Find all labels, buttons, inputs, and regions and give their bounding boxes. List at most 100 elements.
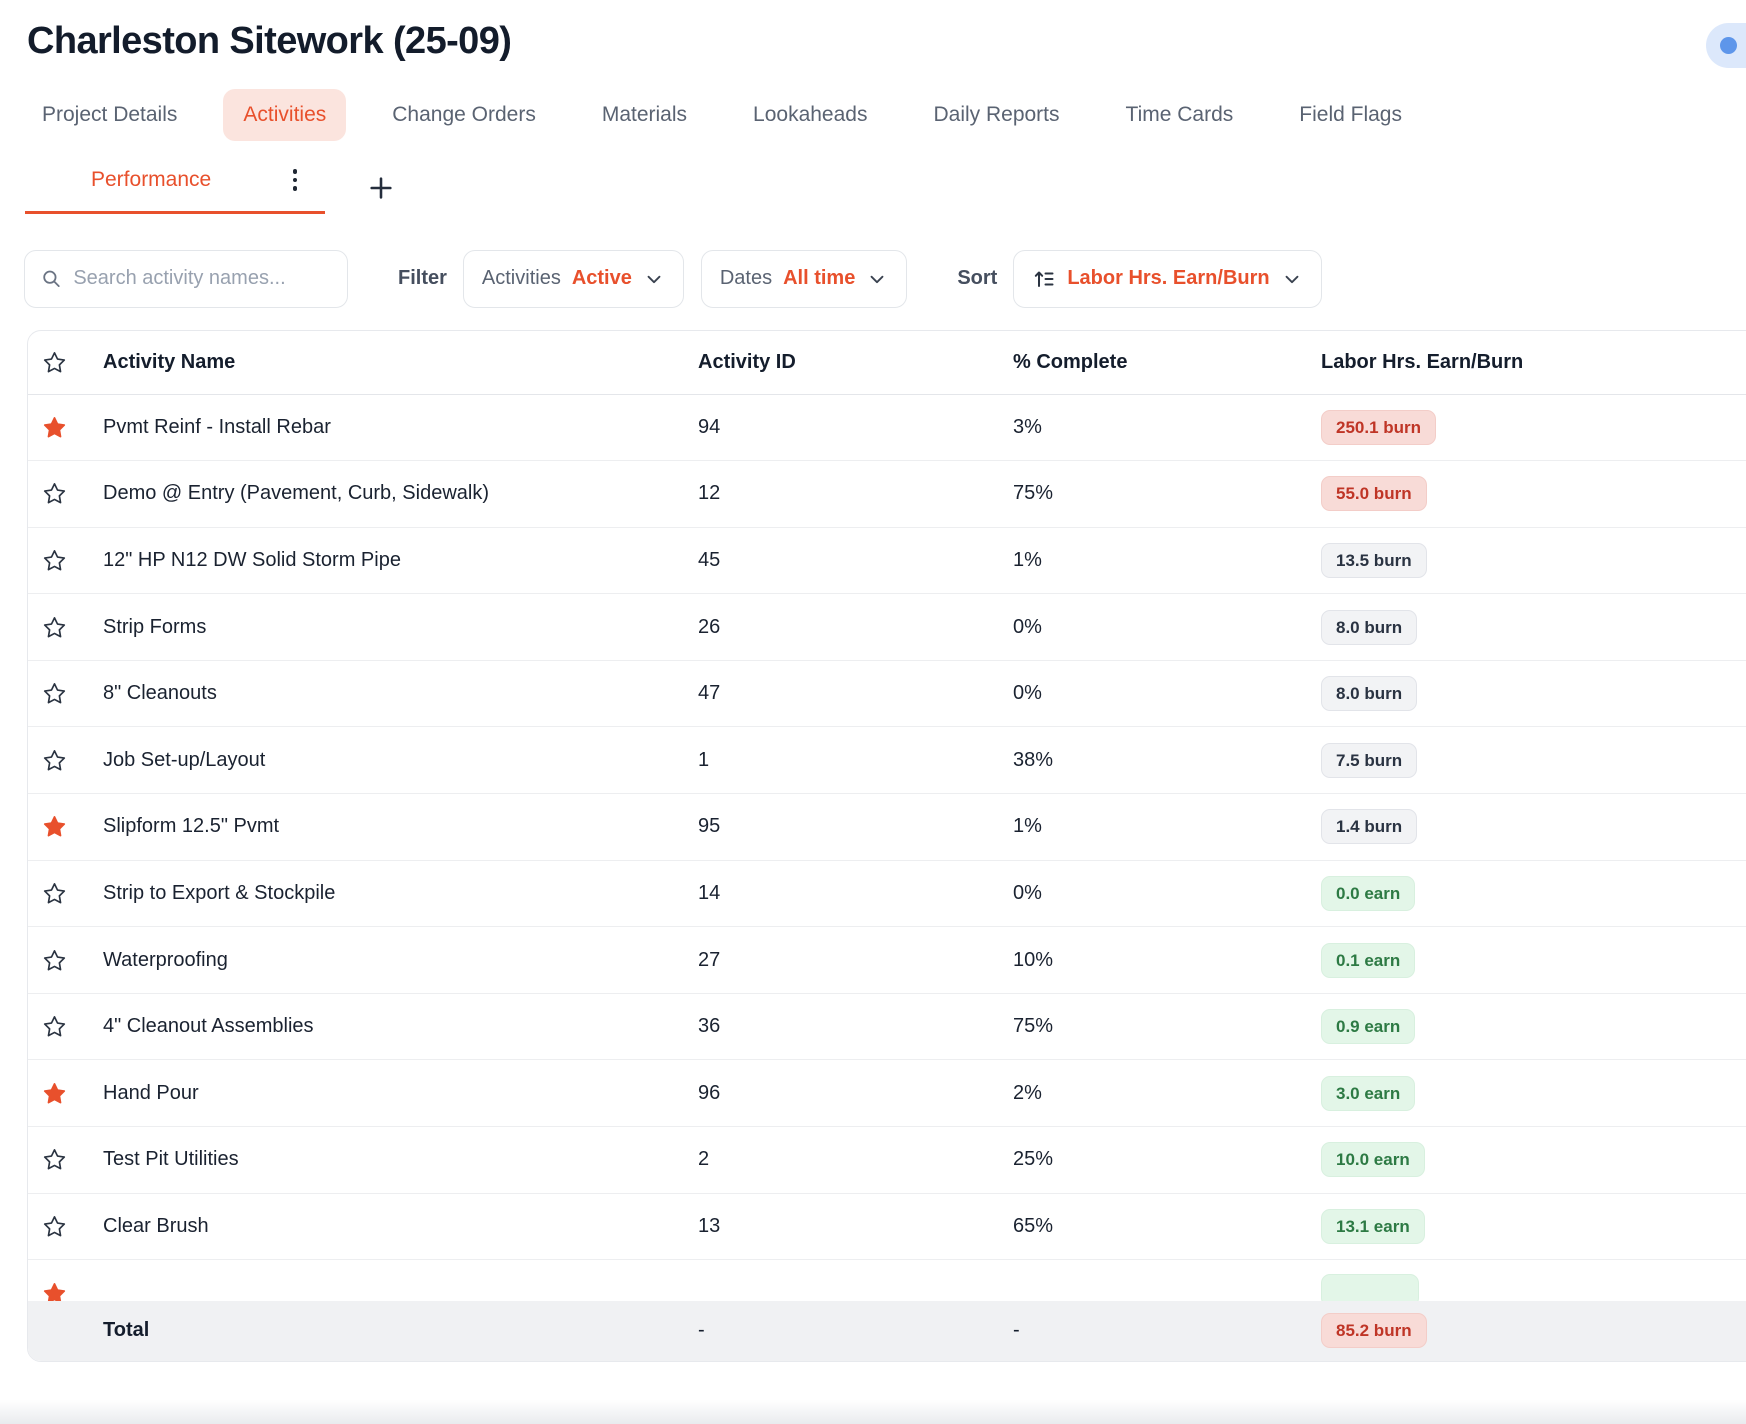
total-complete: - xyxy=(1013,1319,1020,1341)
table-row[interactable]: Test Pit Utilities 2 25% 10.0 earn xyxy=(28,1127,1746,1194)
activity-name: 8" Cleanouts xyxy=(103,682,217,705)
table-row[interactable]: Waterproofing 27 10% 0.1 earn xyxy=(28,927,1746,994)
main-tabs: Project Details Activities Change Orders… xyxy=(22,89,1746,141)
labor-hrs-badge: 10.0 earn xyxy=(1321,1142,1425,1178)
tab-daily-reports[interactable]: Daily Reports xyxy=(933,103,1060,126)
sort-label: Sort xyxy=(957,267,998,289)
activity-name: Job Set-up/Layout xyxy=(103,748,266,771)
labor-hrs-badge: 8.0 burn xyxy=(1321,609,1418,645)
page-title: Charleston Sitework (25-09) xyxy=(27,20,512,62)
activity-name: Strip Forms xyxy=(103,615,207,638)
sort-dropdown[interactable]: Labor Hrs. Earn/Burn xyxy=(1013,249,1322,308)
table-row[interactable]: Clear Brush 13 65% 13.1 earn xyxy=(28,1194,1746,1261)
star-icon[interactable] xyxy=(42,881,67,906)
activity-id: 96 xyxy=(698,1081,721,1104)
total-row: Total - - 85.2 burn xyxy=(28,1300,1746,1361)
tab-materials[interactable]: Materials xyxy=(601,103,688,126)
plus-icon xyxy=(370,176,392,199)
sort-order-icon xyxy=(1035,271,1054,287)
table-row[interactable]: Demo @ Entry (Pavement, Curb, Sidewalk) … xyxy=(28,461,1746,528)
labor-hrs-badge: 13.5 burn xyxy=(1321,542,1427,578)
star-icon[interactable] xyxy=(42,548,67,573)
activity-id: 47 xyxy=(698,682,721,705)
table-row[interactable]: Hand Pour 96 2% 3.0 earn xyxy=(28,1060,1746,1128)
kebab-menu-icon[interactable] xyxy=(287,165,304,195)
search-box[interactable] xyxy=(24,249,348,308)
labor-hrs-badge: 1.4 burn xyxy=(1321,809,1418,845)
table-row[interactable]: Strip Forms 26 0% 8.0 burn xyxy=(28,594,1746,661)
page-header: Charleston Sitework (25-09) xyxy=(0,0,1746,68)
table-row[interactable]: Slipform 12.5" Pvmt 95 1% 1.4 burn xyxy=(28,794,1746,861)
activity-name: Clear Brush xyxy=(103,1214,209,1237)
percent-complete: 75% xyxy=(1013,482,1054,505)
star-icon[interactable] xyxy=(42,1014,67,1039)
star-icon[interactable] xyxy=(42,948,67,973)
table-row[interactable]: Strip to Export & Stockpile 14 0% 0.0 ea… xyxy=(28,861,1746,928)
activity-id: 94 xyxy=(698,415,721,438)
tab-activities[interactable]: Activities xyxy=(223,89,347,141)
activity-name: Pvmt Reinf - Install Rebar xyxy=(103,415,331,438)
star-icon[interactable] xyxy=(42,1281,67,1306)
activity-name: Strip to Export & Stockpile xyxy=(103,881,336,904)
star-header-icon xyxy=(42,350,67,375)
percent-complete: 65% xyxy=(1013,1214,1054,1237)
tab-change-orders[interactable]: Change Orders xyxy=(392,103,536,126)
percent-complete: 75% xyxy=(1013,1015,1054,1038)
sort-value: Labor Hrs. Earn/Burn xyxy=(1067,267,1270,289)
activity-name: Slipform 12.5" Pvmt xyxy=(103,815,280,838)
star-icon[interactable] xyxy=(42,481,67,506)
star-icon[interactable] xyxy=(42,1214,67,1239)
table-row[interactable]: Job Set-up/Layout 1 38% 7.5 burn xyxy=(28,727,1746,795)
star-icon[interactable] xyxy=(42,1081,67,1106)
table-row[interactable]: 12" HP N12 DW Solid Storm Pipe 45 1% 13.… xyxy=(28,528,1746,595)
star-icon[interactable] xyxy=(42,814,67,839)
activity-id: 13 xyxy=(698,1214,721,1237)
labor-hrs-badge: 3.0 earn xyxy=(1321,1075,1416,1111)
labor-hrs-badge: 13.1 earn xyxy=(1321,1208,1425,1244)
add-view-button[interactable] xyxy=(367,174,395,202)
star-icon[interactable] xyxy=(42,615,67,640)
activity-id: 2 xyxy=(698,1148,710,1171)
activity-id: 12 xyxy=(698,482,721,505)
percent-complete: 1% xyxy=(1013,815,1042,838)
labor-hrs-badge: 0.0 earn xyxy=(1321,875,1416,911)
tab-time-cards[interactable]: Time Cards xyxy=(1125,103,1234,126)
col-activity-name: Activity Name xyxy=(103,350,236,373)
activities-filter-dropdown[interactable]: Activities Active xyxy=(462,249,684,308)
star-icon[interactable] xyxy=(42,415,67,440)
table-row[interactable]: 8" Cleanouts 47 0% 8.0 burn xyxy=(28,661,1746,728)
tab-field-flags[interactable]: Field Flags xyxy=(1299,103,1402,126)
col-percent-complete: % Complete xyxy=(1013,350,1128,373)
tab-performance[interactable]: Performance xyxy=(25,151,325,214)
table-header: Activity Name Activity ID % Complete Lab… xyxy=(28,331,1746,395)
dates-filter-dropdown[interactable]: Dates All time xyxy=(700,249,908,308)
activity-id: 95 xyxy=(698,815,721,838)
col-labor-hrs: Labor Hrs. Earn/Burn xyxy=(1321,350,1524,373)
table-row[interactable]: 4" Cleanout Assemblies 36 75% 0.9 earn xyxy=(28,994,1746,1061)
percent-complete: 38% xyxy=(1013,748,1054,771)
tab-project-details[interactable]: Project Details xyxy=(42,103,178,126)
labor-hrs-badge: 250.1 burn xyxy=(1321,409,1437,445)
star-icon[interactable] xyxy=(42,681,67,706)
percent-complete: 0% xyxy=(1013,881,1042,904)
activity-name: Hand Pour xyxy=(103,1081,199,1104)
activity-name: 4" Cleanout Assemblies xyxy=(103,1015,314,1038)
col-activity-id: Activity ID xyxy=(698,350,796,373)
total-id: - xyxy=(698,1319,705,1341)
percent-complete: 2% xyxy=(1013,1081,1042,1104)
percent-complete: 25% xyxy=(1013,1148,1054,1171)
labor-hrs-badge: 0.9 earn xyxy=(1321,1009,1416,1045)
star-icon[interactable] xyxy=(42,748,67,773)
table-row[interactable]: Pvmt Reinf - Install Rebar 94 3% 250.1 b… xyxy=(28,395,1746,462)
filter-prefix: Activities xyxy=(481,267,561,289)
view-tabs-row: Performance xyxy=(25,151,1746,214)
search-input[interactable] xyxy=(73,267,331,290)
presence-pill xyxy=(1706,23,1746,68)
star-icon[interactable] xyxy=(42,1147,67,1172)
activity-name: Test Pit Utilities xyxy=(103,1148,239,1171)
filter-value: All time xyxy=(783,267,856,289)
activities-table: Activity Name Activity ID % Complete Lab… xyxy=(27,329,1746,1362)
tab-lookaheads[interactable]: Lookaheads xyxy=(753,103,868,126)
labor-hrs-badge: 55.0 burn xyxy=(1321,476,1427,512)
chevron-down-icon xyxy=(647,275,661,283)
